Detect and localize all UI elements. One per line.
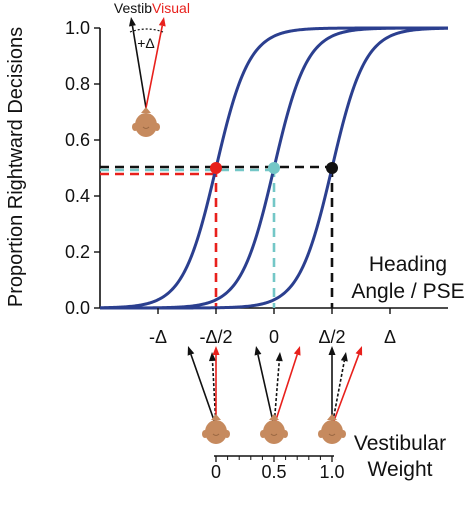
combined-arrow — [331, 360, 346, 427]
visual-arrow-head — [212, 346, 220, 355]
angle-arc — [129, 28, 164, 33]
y-tick-label: 0.2 — [65, 242, 90, 262]
psychometric-curve — [100, 26, 449, 310]
x-tick-label: 0 — [269, 327, 279, 347]
vestib-arrow — [190, 354, 217, 427]
head-nose — [269, 414, 279, 420]
visual-label: Visual — [152, 0, 190, 16]
y-ticks: 0.0 0.2 0.4 0.6 0.8 1.0 — [65, 18, 100, 318]
head-nose — [141, 107, 151, 113]
head — [318, 414, 346, 444]
weight-tick-label: 0.5 — [261, 462, 286, 482]
head-face — [321, 420, 343, 444]
visual-arrow — [273, 354, 298, 427]
vestib-arrow-head — [328, 346, 336, 355]
vestibular-weight-axis: 0 0.5 1.0 — [211, 455, 345, 482]
vestib-arrow-head — [129, 17, 136, 27]
x-axis-label-line2: Angle / PSE — [351, 280, 464, 303]
pse-point — [326, 162, 338, 174]
head-face — [135, 113, 157, 137]
head — [132, 107, 160, 137]
pse-point — [268, 162, 280, 174]
head-face — [205, 420, 227, 444]
inset-diagram: Vestib Visual +Δ — [114, 0, 190, 137]
vestib-arrow-head — [254, 346, 262, 356]
visual-arrow-head — [293, 346, 301, 356]
weight-tick-label: 0 — [211, 462, 221, 482]
vestib-arrow — [257, 354, 275, 427]
y-tick-label: 0.6 — [65, 130, 90, 150]
combined-arrow-head — [208, 352, 216, 362]
combined-arrow-head — [275, 352, 283, 362]
y-tick-label: 1.0 — [65, 18, 90, 38]
head-mouth — [328, 433, 336, 436]
x-ticks: -Δ -Δ/2 0 Δ/2 Δ — [149, 308, 396, 347]
weight-label-line1: Vestibular — [354, 432, 446, 455]
pse-points — [210, 162, 338, 174]
head-face — [263, 420, 285, 444]
x-tick-label: Δ/2 — [318, 327, 345, 347]
y-tick-label: 0.0 — [65, 298, 90, 318]
head — [202, 414, 230, 444]
head-mouth — [142, 126, 150, 129]
y-axis-label: Proportion Rightward Decisions — [5, 27, 27, 307]
visual-arrow — [145, 25, 164, 109]
head-nose — [327, 414, 337, 420]
x-axis-label-line1: Heading — [369, 253, 447, 276]
weight-tick-label: 1.0 — [319, 462, 344, 482]
head-nose — [211, 414, 221, 420]
head-mouth — [212, 433, 220, 436]
visual-arrow-head — [158, 17, 166, 27]
pse-guides — [100, 165, 334, 308]
combined-arrow-head — [340, 352, 348, 362]
x-tick-label: Δ — [384, 327, 396, 347]
delta-label: +Δ — [137, 35, 155, 51]
heads — [187, 346, 363, 444]
vestib-arrow — [131, 25, 147, 109]
vestib-label: Vestib — [114, 0, 152, 16]
pse-point — [210, 162, 222, 174]
head-mouth — [270, 433, 278, 436]
weight-label-line2: Weight — [368, 458, 433, 481]
visual-arrow-head — [355, 346, 363, 356]
head — [260, 414, 288, 444]
vestib-arrow-head — [187, 346, 195, 356]
y-tick-label: 0.8 — [65, 74, 90, 94]
x-tick-label: -Δ/2 — [199, 327, 232, 347]
visual-arrow — [331, 354, 360, 427]
x-tick-label: -Δ — [149, 327, 167, 347]
y-tick-label: 0.4 — [65, 186, 90, 206]
